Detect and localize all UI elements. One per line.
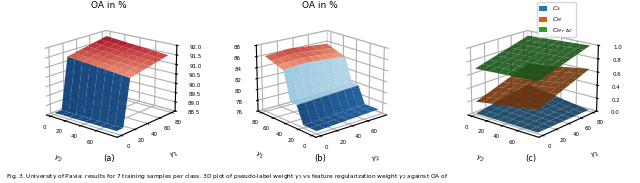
- Title: OA in %: OA in %: [302, 1, 338, 10]
- Text: (a): (a): [104, 154, 115, 163]
- X-axis label: $\gamma_2$: $\gamma_2$: [52, 154, 63, 165]
- Legend: $C_S$, $C_M$, $C_{M+\Delta C}$: $C_S$, $C_M$, $C_{M+\Delta C}$: [537, 2, 576, 38]
- Text: (b): (b): [314, 154, 326, 163]
- Y-axis label: $\gamma_1$: $\gamma_1$: [589, 149, 602, 161]
- Y-axis label: $\gamma_1$: $\gamma_1$: [253, 149, 265, 161]
- X-axis label: $\gamma_2$: $\gamma_2$: [370, 154, 381, 165]
- X-axis label: $\gamma_2$: $\gamma_2$: [474, 154, 485, 165]
- Text: (c): (c): [525, 154, 536, 163]
- Y-axis label: $\gamma_1$: $\gamma_1$: [168, 149, 180, 161]
- Title: OA in %: OA in %: [92, 1, 127, 10]
- Text: Fig. 3. University of Pavia: results for 7 training samples per class. 3D plot o: Fig. 3. University of Pavia: results for…: [6, 172, 449, 181]
